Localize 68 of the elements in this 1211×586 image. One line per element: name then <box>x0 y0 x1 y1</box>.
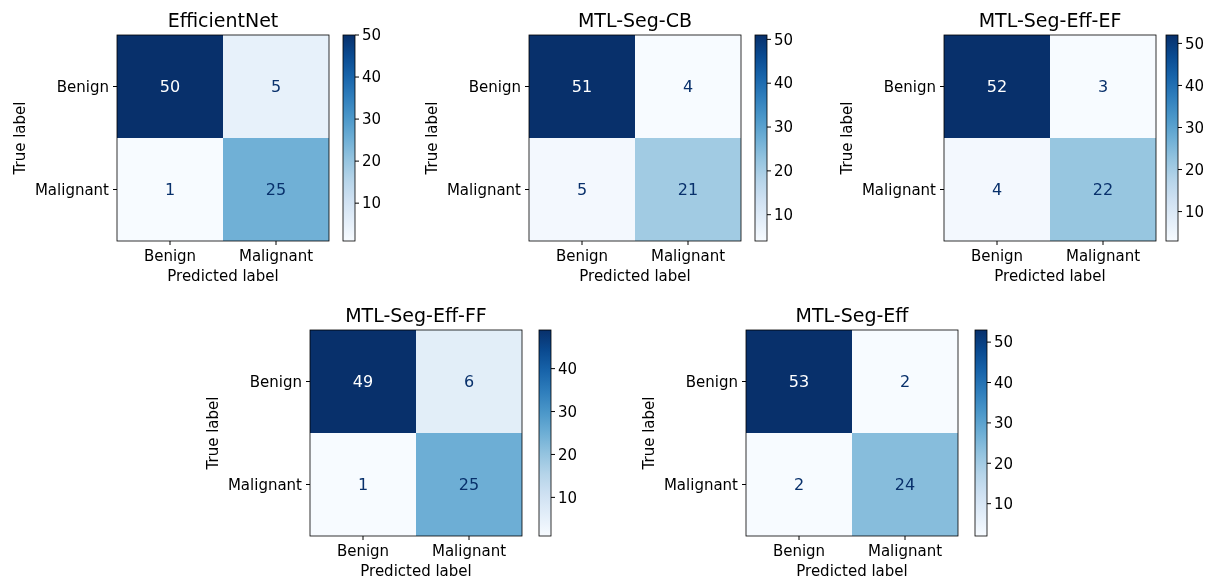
x-axis-title: Predicted label <box>796 562 908 580</box>
x-tick-label: Benign <box>772 542 826 560</box>
data-label: 25 <box>265 180 287 200</box>
color-bar-label: 40 <box>362 68 382 87</box>
color-bar-label: 40 <box>1185 76 1205 95</box>
chart-title: MTL-Seg-Eff-EF <box>978 9 1122 31</box>
data-label: 1 <box>357 475 369 495</box>
color-bar-label: 20 <box>1185 160 1205 179</box>
x-tick-label: Malignant <box>238 247 314 265</box>
x-tick-label: Malignant <box>1065 247 1141 265</box>
y-axis-title: True label <box>838 101 856 176</box>
chart-title: EfficientNet <box>167 9 279 31</box>
chart-title: MTL-Seg-Eff-FF <box>345 304 487 326</box>
x-tick-label: Malignant <box>431 542 507 560</box>
data-label: 51 <box>571 77 593 97</box>
data-label: 21 <box>677 180 699 200</box>
y-axis-title: True label <box>423 101 441 176</box>
color-bar-label: 10 <box>558 488 578 507</box>
x-axis-title: Predicted label <box>167 267 279 285</box>
data-label: 4 <box>991 180 1003 200</box>
chart-title: MTL-Seg-CB <box>577 9 693 31</box>
data-label: 53 <box>788 372 810 392</box>
color-bar-label: 10 <box>1185 202 1205 221</box>
data-label: 52 <box>986 77 1008 97</box>
data-label: 50 <box>159 77 181 97</box>
data-label: 6 <box>463 372 475 392</box>
x-tick-label: Malignant <box>650 247 726 265</box>
data-label: 5 <box>576 180 588 200</box>
y-axis-title: True label <box>11 101 29 176</box>
chart-title: MTL-Seg-Eff <box>795 304 910 326</box>
data-label: 4 <box>682 77 694 97</box>
color-bar-label: 30 <box>558 402 578 421</box>
x-axis-title: Predicted label <box>579 267 691 285</box>
color-bar-label: 10 <box>994 494 1014 513</box>
x-axis-title: Predicted label <box>360 562 472 580</box>
data-label: 24 <box>894 475 916 495</box>
data-label: 3 <box>1097 77 1109 97</box>
data-label: 49 <box>352 372 374 392</box>
color-bar-label: 30 <box>362 110 382 129</box>
data-label: 2 <box>899 372 911 392</box>
color-bar-label: 50 <box>362 26 382 45</box>
color-bar-label: 10 <box>362 194 382 213</box>
x-tick-label: Benign <box>336 542 390 560</box>
x-axis-title: Predicted label <box>994 267 1106 285</box>
color-bar-label: 20 <box>774 162 794 181</box>
color-bar-label: 50 <box>1185 34 1205 53</box>
color-bar-label: 10 <box>774 205 794 224</box>
color-bar-label: 20 <box>994 454 1014 473</box>
y-axis-title: True label <box>204 396 222 471</box>
data-label: 22 <box>1092 180 1114 200</box>
y-axis-title: True label <box>640 396 658 471</box>
x-tick-label: Benign <box>555 247 609 265</box>
data-label: 5 <box>270 77 282 97</box>
color-bar-label: 50 <box>774 30 794 49</box>
color-bar-label: 20 <box>558 445 578 464</box>
color-bar-label: 30 <box>1185 118 1205 137</box>
x-tick-label: Benign <box>970 247 1024 265</box>
data-label: 2 <box>793 475 805 495</box>
color-bar-label: 20 <box>362 152 382 171</box>
color-bar-label: 40 <box>558 359 578 378</box>
color-bar-label: 30 <box>994 414 1014 433</box>
color-bar-label: 50 <box>994 333 1014 352</box>
color-bar-label: 40 <box>774 74 794 93</box>
data-label: 25 <box>458 475 480 495</box>
x-tick-label: Benign <box>143 247 197 265</box>
color-bar-label: 40 <box>994 373 1014 392</box>
data-label: 1 <box>164 180 176 200</box>
color-bar-label: 30 <box>774 118 794 137</box>
